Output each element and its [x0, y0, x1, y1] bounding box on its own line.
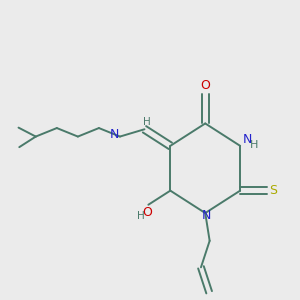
- Text: O: O: [142, 206, 152, 218]
- Text: H: H: [250, 140, 259, 150]
- Text: N: N: [243, 134, 252, 146]
- Text: H: H: [137, 211, 145, 221]
- Text: H: H: [143, 117, 151, 127]
- Text: S: S: [269, 184, 277, 197]
- Text: N: N: [110, 128, 119, 141]
- Text: O: O: [200, 79, 210, 92]
- Text: N: N: [202, 209, 211, 222]
